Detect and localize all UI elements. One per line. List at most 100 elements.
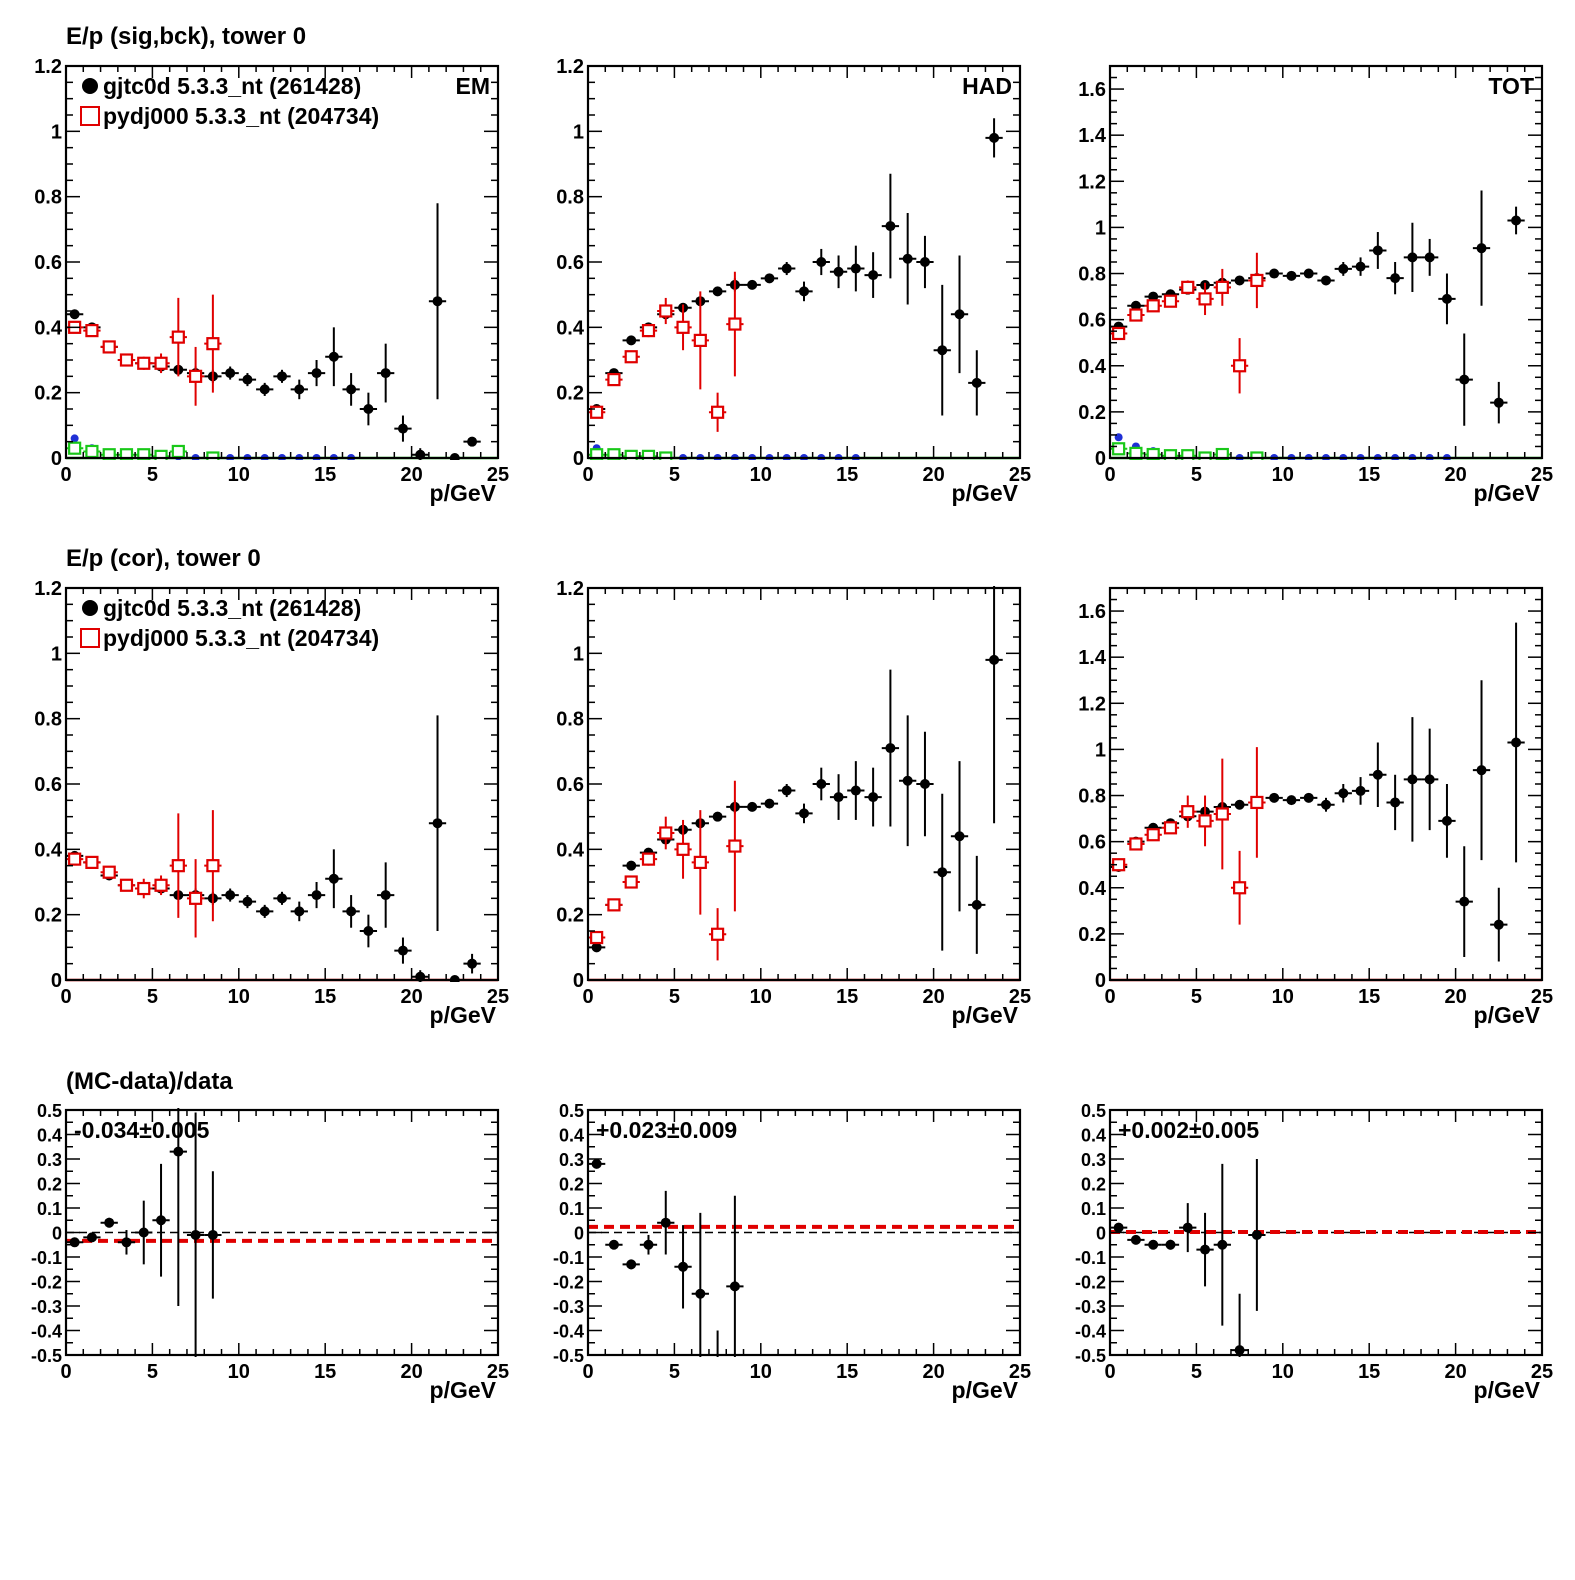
data-point-open (1181, 449, 1195, 460)
data-point-open (1163, 449, 1178, 460)
series-1 (588, 271, 744, 432)
y-tick-label: 0.6 (1078, 832, 1106, 854)
y-tick-label: 0.4 (556, 317, 585, 339)
data-point (1217, 1239, 1228, 1250)
data-point (432, 818, 443, 829)
x-tick-label: 5 (1191, 986, 1202, 1008)
data-point-open (641, 449, 656, 460)
data-point-open (154, 356, 168, 370)
y-tick-label: 0.4 (1078, 356, 1107, 378)
x-axis-label: p/GeV (1474, 1002, 1541, 1028)
x-tick-label: 5 (669, 986, 680, 1008)
y-tick-label: 0.4 (1078, 878, 1107, 900)
data-point (764, 798, 775, 809)
x-tick-label: 15 (314, 986, 336, 1008)
x-tick-label: 25 (1531, 1361, 1553, 1383)
x-tick-label: 0 (582, 464, 593, 486)
x-tick-label: 0 (1104, 464, 1115, 486)
data-point-open (1129, 308, 1143, 322)
x-tick-label: 15 (1358, 986, 1380, 1008)
y-tick-label: 0.2 (556, 905, 584, 927)
series-0 (588, 1158, 744, 1357)
data-point (346, 384, 357, 395)
x-tick-label: 15 (314, 464, 336, 486)
y-tick-label: 1.2 (1078, 171, 1106, 193)
x-tick-label: 10 (750, 1361, 772, 1383)
data-point (1459, 896, 1470, 907)
y-tick-label: 1.2 (34, 56, 62, 78)
row-title-ratio: (MC-data)/data (66, 1068, 233, 1095)
y-tick-label: 0.8 (556, 187, 584, 209)
data-point (69, 309, 80, 320)
data-point-open (693, 855, 707, 870)
panel-label: TOT (1488, 73, 1534, 99)
data-point-open (206, 337, 220, 351)
data-point (1511, 215, 1522, 226)
x-tick-label: 0 (582, 986, 593, 1008)
x-tick-label: 10 (228, 986, 250, 1008)
data-point (626, 335, 637, 346)
chart-panel-em-ratio: 0 5 10 15 20 25p/GeV -0.5 -0.4 -0.3 -0.2 -0.1 0 0.1 0… (31, 1101, 509, 1403)
data-point (363, 404, 374, 414)
y-tick-label: 1 (573, 643, 584, 665)
y-tick-label: -0.2 (31, 1273, 62, 1293)
data-point-open (1181, 280, 1195, 294)
data-point-open (1215, 280, 1229, 294)
y-tick-label: 0 (1095, 448, 1106, 470)
x-tick-label: 5 (669, 464, 680, 486)
x-tick-label: 25 (487, 1361, 509, 1383)
data-point-open (659, 826, 673, 840)
data-point (712, 286, 723, 297)
data-point-open (641, 324, 656, 338)
series-1 (66, 294, 222, 406)
y-tick-label: 0.2 (556, 383, 584, 405)
series-3 (588, 448, 675, 460)
data-point-open (590, 930, 604, 945)
data-point-open (641, 852, 656, 866)
data-point-open (590, 405, 604, 419)
data-point (1407, 252, 1418, 263)
data-point-open (693, 333, 707, 347)
x-tick-label: 20 (922, 464, 944, 486)
data-point-open (590, 448, 604, 460)
data-point (156, 1215, 167, 1226)
legend: gjtc0d 5.3.3_nt (261428) pydj000 5.3.3_nt… (80, 595, 379, 651)
data-point (1407, 774, 1418, 785)
x-tick-label: 20 (400, 986, 422, 1008)
data-point (1338, 263, 1349, 274)
data-point (626, 1259, 637, 1270)
legend-marker-data (82, 600, 98, 616)
data-point (259, 906, 270, 917)
y-tick-label: -0.2 (553, 1273, 584, 1293)
y-tick-label: 0.8 (1078, 264, 1106, 286)
data-point (138, 1227, 149, 1238)
data-point (207, 1229, 218, 1240)
data-point (432, 296, 443, 307)
data-point (902, 775, 913, 786)
y-tick-label: 0.1 (559, 1199, 584, 1219)
panel-label: EM (456, 73, 491, 99)
data-point (1321, 275, 1331, 286)
data-point (695, 1288, 706, 1299)
series-group (1110, 190, 1525, 460)
y-tick-label: 0.2 (1078, 924, 1106, 946)
y-tick-label: -0.1 (31, 1248, 62, 1268)
data-point (1511, 737, 1522, 748)
series-0 (66, 1108, 222, 1357)
data-point-open (710, 405, 725, 419)
data-point (380, 890, 391, 901)
legend-marker-data (82, 78, 98, 94)
plot-frame (586, 586, 1022, 982)
x-axis-label: p/GeV (430, 1002, 497, 1028)
y-tick-label: -0.5 (1075, 1346, 1106, 1366)
data-point-open (154, 449, 168, 460)
data-point (1355, 785, 1366, 796)
y-tick-label: -0.3 (31, 1297, 62, 1317)
data-point (643, 1239, 654, 1250)
data-point (989, 654, 1000, 665)
series-group (588, 1158, 744, 1357)
data-point (591, 942, 602, 953)
y-tick-label: 0.6 (556, 774, 584, 796)
data-point (1493, 919, 1504, 930)
legend-label-data: gjtc0d 5.3.3_nt (261428) (103, 73, 361, 99)
